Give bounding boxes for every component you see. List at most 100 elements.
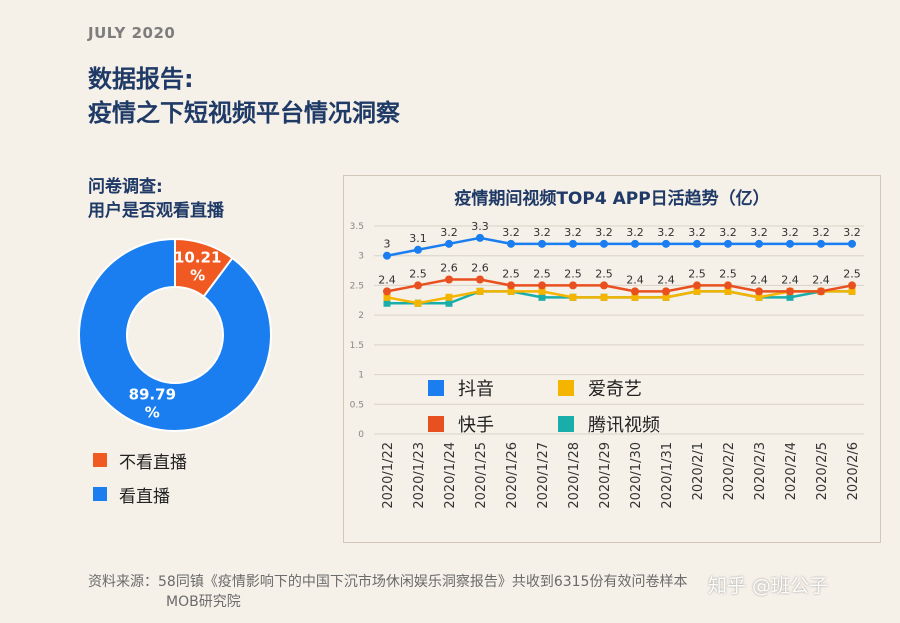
data-label: 2.4 [781,273,799,286]
data-point [569,293,577,301]
data-label: 3.2 [812,226,830,239]
donut-value-label-0: 10.21 [174,249,221,267]
data-point [445,299,453,307]
data-point [383,251,391,260]
report-title-line1: 数据报告: [88,65,194,93]
x-tick-label: 2020/1/30 [629,442,644,509]
donut-slice-1 [78,238,272,432]
data-point [383,299,391,307]
data-point [538,293,546,301]
data-label: 3.2 [657,226,675,239]
data-point [600,293,608,301]
data-point [476,233,484,242]
data-label: 3.2 [595,226,613,239]
legend-swatch [93,453,107,467]
data-label: 2.4 [657,273,675,286]
data-point [600,239,608,248]
source-note: 资料来源：58同镇《疫情影响下的中国下沉市场休闲娱乐洞察报告》共收到6315份有… [88,572,808,612]
data-label: 2.6 [471,261,489,274]
legend-swatch [428,416,444,432]
data-point [662,287,670,296]
donut-legend-item: 看直播 [93,482,187,507]
data-point [631,287,639,296]
legend-label: 快手 [458,415,494,436]
legend-label: 爱奇艺 [588,379,642,400]
data-point [755,287,763,296]
donut-value-percent-1: % [145,403,160,421]
x-tick-label: 2020/2/6 [846,442,861,500]
data-point [848,239,856,248]
data-point [507,281,515,290]
y-tick-label: 3.5 [350,222,364,232]
data-label: 3.2 [440,226,458,239]
source-line1: 资料来源：58同镇《疫情影响下的中国下沉市场休闲娱乐洞察报告》共收到6315份有… [88,574,688,590]
data-label: 2.5 [719,267,737,280]
data-point [724,239,732,248]
survey-title-line2: 用户是否观看直播 [88,201,224,221]
data-point [631,293,639,301]
data-point [817,287,825,296]
legend-swatch [558,380,574,396]
data-label: 3.2 [719,226,737,239]
data-label: 3.1 [409,232,427,245]
x-tick-label: 2020/1/24 [443,442,458,509]
data-label: 2.4 [812,273,830,286]
donut-chart: 10.21%89.79% [78,238,272,432]
data-point [569,239,577,248]
data-label: 3.2 [564,226,582,239]
report-date: JULY 2020 [88,24,176,42]
data-point [538,287,546,295]
donut-value-percent-0: % [190,267,205,285]
x-tick-label: 2020/1/25 [474,442,489,509]
data-label: 2.4 [626,273,644,286]
data-point [786,239,794,248]
y-tick-label: 0 [358,430,364,440]
legend-label: 抖音 [458,379,494,400]
x-tick-label: 2020/1/28 [567,442,582,509]
series-line [386,278,853,293]
y-tick-label: 2 [358,311,364,321]
line-chart: 0 0.5 1 1.5 2 2.5 3 3.5 2020/1/22 2020/1/23 2020/1… [350,220,864,509]
data-point [507,287,515,295]
data-label: 2.6 [440,261,458,274]
data-label: 2.5 [409,267,427,280]
data-point [445,275,453,284]
data-point [538,281,546,290]
legend-label: 看直播 [119,486,170,507]
survey-title-line1: 问卷调查: [88,177,163,197]
data-point [693,239,701,248]
x-tick-label: 2020/2/2 [722,442,737,500]
line-chart-panel: 0 0.5 1 1.5 2 2.5 3 3.5 2020/1/22 2020/1/23 2020/1… [343,175,881,543]
data-point [724,281,732,290]
series-line [386,290,852,305]
data-label: 2.5 [533,267,551,280]
data-point [383,293,391,301]
legend-label: 不看直播 [119,452,187,473]
data-point [445,293,453,301]
y-tick-label: 3 [358,252,364,262]
data-point [848,287,856,295]
data-point [414,245,422,254]
data-point [414,281,422,290]
y-tick-label: 2.5 [350,281,364,291]
report-title-line2: 疫情之下短视频平台情况洞察 [88,99,400,127]
data-point [600,281,608,290]
data-label: 3.2 [626,226,644,239]
legend-label: 腾讯视频 [588,415,660,436]
data-point [693,281,701,290]
data-point [507,239,515,248]
data-point [414,299,422,307]
data-label: 2.4 [750,273,768,286]
data-point [817,239,825,248]
data-label: 3.2 [843,226,861,239]
survey-title: 问卷调查: 用户是否观看直播 [88,175,224,223]
data-point [786,287,794,296]
y-tick-label: 1.5 [350,341,364,351]
x-tick-label: 2020/1/23 [412,442,427,509]
data-point [569,281,577,290]
x-tick-label: 2020/2/1 [691,442,706,500]
legend-swatch [428,380,444,396]
legend-swatch [93,487,107,501]
y-tick-label: 1 [358,371,364,381]
data-point [476,287,484,295]
